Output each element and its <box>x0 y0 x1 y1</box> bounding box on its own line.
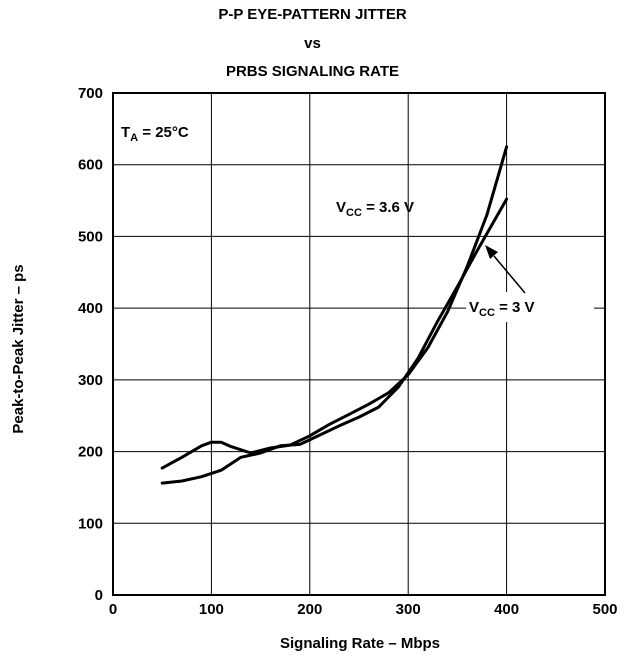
series-label-sub: CC <box>479 307 495 319</box>
y-tick-label: 700 <box>78 85 103 102</box>
y-tick-label: 500 <box>78 228 103 245</box>
chart-title-line-1: P-P EYE-PATTERN JITTER <box>218 6 407 23</box>
x-tick-label: 300 <box>396 601 421 618</box>
y-tick-label: 100 <box>78 515 103 532</box>
series-line-vcc-3v <box>160 197 509 485</box>
x-tick-label: 200 <box>297 601 322 618</box>
x-tick-label: 0 <box>109 601 117 618</box>
y-tick-label: 600 <box>78 157 103 174</box>
tick-labels: 0 100 200 300 400 500 0 100 200 300 400 500 600 700 <box>78 85 618 618</box>
series-label-main: V <box>469 299 479 316</box>
series-label-sub: CC <box>346 207 362 219</box>
plot-frame <box>112 92 606 596</box>
series-label-vcc-3-group: VCC = 3 V <box>466 245 594 322</box>
series-label-vcc-3: VCC = 3 V <box>469 299 535 319</box>
condition-sub: A <box>130 132 138 144</box>
series-label-vcc-3-background <box>466 292 594 322</box>
condition-main: T <box>121 124 130 141</box>
x-axis-label: Signaling Rate – Mbps <box>280 635 440 652</box>
pointer-arrowhead <box>485 245 498 259</box>
x-tick-label: 100 <box>199 601 224 618</box>
chart-title-line-3: PRBS SIGNALING RATE <box>225 63 400 80</box>
condition-annotation: TA = 25°C <box>121 124 189 144</box>
grid-lines <box>113 93 605 595</box>
x-tick-label: 500 <box>592 601 617 618</box>
y-tick-label: 300 <box>78 372 103 389</box>
y-axis-label: Peak-to-Peak Jitter – ps <box>10 264 27 433</box>
condition-rest: = 25°C <box>138 124 189 141</box>
chart-title-line-2: vs <box>304 35 321 52</box>
series-label-vcc-3-6: VCC = 3.6 V <box>336 199 414 219</box>
y-tick-label: 400 <box>78 300 103 317</box>
series-lines <box>160 145 509 485</box>
pointer-line <box>493 255 526 294</box>
series-label-main: V <box>336 199 346 216</box>
x-tick-label: 400 <box>494 601 519 618</box>
y-tick-label: 0 <box>95 587 103 604</box>
series-label-rest: = 3 V <box>495 299 535 316</box>
y-tick-label: 200 <box>78 444 103 461</box>
series-line-vcc-3-6v <box>160 145 509 470</box>
series-label-rest: = 3.6 V <box>362 199 414 216</box>
